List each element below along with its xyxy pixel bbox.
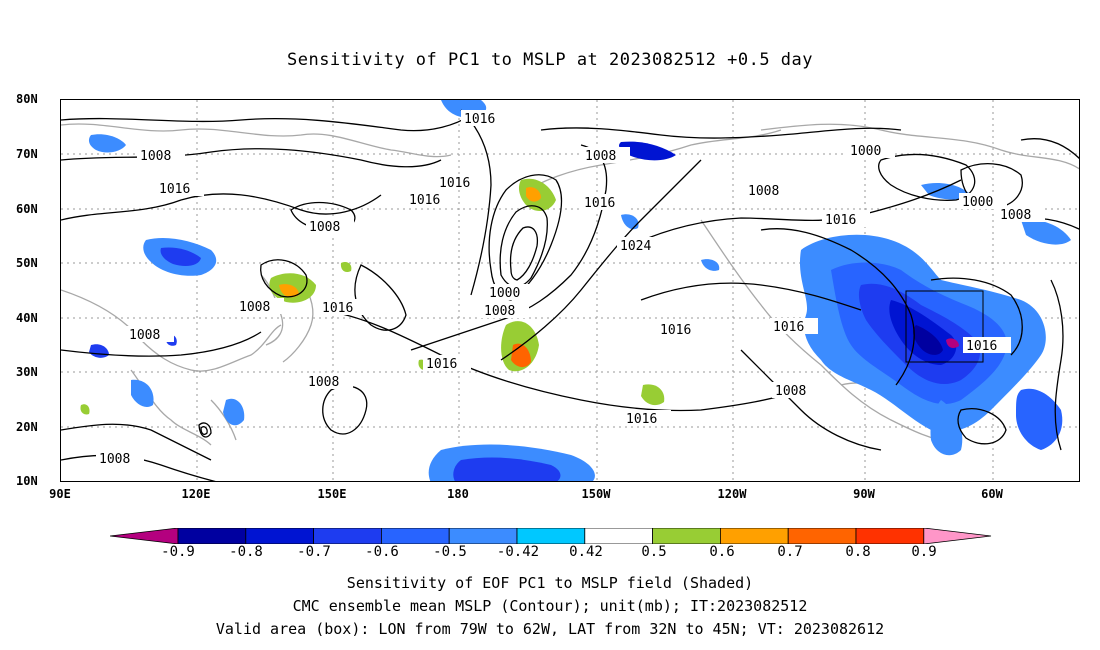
colorbar-swatch	[245, 528, 315, 544]
contour-labels: 1016 1008 1016 1016 1016 1008 1008 1016 …	[96, 110, 1045, 467]
lon-label-90e: 90E	[49, 487, 71, 501]
colorbar-label: -0.9	[161, 544, 195, 560]
contour-label: 1008	[1000, 208, 1031, 223]
lat-label-20n: 20N	[16, 420, 38, 434]
map-panel: 1016 1008 1016 1016 1016 1008 1008 1016 …	[60, 99, 1080, 482]
colorbar-swatch	[313, 528, 382, 544]
lat-label-70n: 70N	[16, 147, 38, 161]
colorbar-swatch	[516, 528, 586, 544]
colorbar-label: 0.7	[777, 544, 803, 560]
colorbar-swatch	[584, 528, 653, 544]
contour-label: 1008	[775, 384, 806, 399]
contour-label: 1016	[966, 339, 997, 354]
colorbar-swatch	[380, 528, 450, 544]
contour-label: 1008	[748, 184, 779, 199]
contour-label: 1008	[140, 149, 171, 164]
contour-label: 1008	[129, 328, 160, 343]
colorbar-swatch	[110, 528, 179, 544]
colorbar-swatch	[652, 528, 721, 544]
caption-contour: CMC ensemble mean MSLP (Contour); unit(m…	[292, 597, 808, 615]
contour-label: 1008	[484, 304, 515, 319]
map-canvas: 1016 1008 1016 1016 1016 1008 1008 1016 …	[61, 100, 1079, 481]
contour-label: 1016	[159, 182, 190, 197]
strong-negative-core	[946, 338, 959, 348]
colorbar-label: -0.5	[433, 544, 467, 560]
contour-label: 1016	[584, 196, 615, 211]
valid-area-box	[905, 290, 984, 363]
colorbar-swatch	[787, 528, 857, 544]
colorbar-label: -0.42	[496, 544, 540, 560]
contour-label: 1016	[464, 112, 495, 127]
contour-label: 1016	[773, 320, 804, 335]
negative-sensitivity-shading	[88, 100, 1071, 481]
graticule	[61, 100, 1079, 481]
contour-label: 1016	[409, 193, 440, 208]
colorbar-swatch	[448, 528, 518, 544]
contour-label: 1000	[962, 195, 993, 210]
lat-label-10n: 10N	[16, 474, 38, 488]
lat-label-40n: 40N	[16, 311, 38, 325]
colorbar-swatch	[177, 528, 247, 544]
contour-label: 1008	[309, 220, 340, 235]
colorbar-label: -0.8	[229, 544, 263, 560]
contour-label: 1016	[322, 301, 353, 316]
colorbar-swatch	[720, 528, 789, 544]
colorbar-swatch	[923, 528, 992, 544]
contour-label: 1016	[626, 412, 657, 427]
colorbar	[110, 528, 992, 544]
colorbar-label: 0.6	[709, 544, 735, 560]
lat-label-80n: 80N	[16, 92, 38, 106]
contour-label: 1016	[825, 213, 856, 228]
colorbar-label: -0.7	[297, 544, 331, 560]
contour-label: 1008	[585, 149, 616, 164]
lon-label-150e: 150E	[317, 487, 347, 501]
caption-shading: Sensitivity of EOF PC1 to MSLP field (Sh…	[346, 574, 754, 592]
lat-label-50n: 50N	[16, 256, 38, 270]
lat-label-30n: 30N	[16, 365, 38, 379]
contour-label: 1008	[239, 300, 270, 315]
colorbar-label: 0.9	[911, 544, 937, 560]
lon-label-120e: 120E	[181, 487, 211, 501]
pressure-contours	[61, 109, 1079, 481]
colorbar-label: 0.8	[845, 544, 871, 560]
contour-label: 1016	[439, 176, 470, 191]
colorbar-label: 0.42	[569, 544, 603, 560]
contour-label: 1016	[660, 323, 691, 338]
contour-label: 1000	[850, 144, 881, 159]
contour-label: 1016	[426, 357, 457, 372]
colorbar-label: -0.6	[365, 544, 399, 560]
contour-label: 1000	[489, 286, 520, 301]
lon-label-150w: 150W	[581, 487, 611, 501]
lon-label-90w: 90W	[853, 487, 875, 501]
colorbar-label: 0.5	[641, 544, 667, 560]
positive-sensitivity-shading	[80, 178, 665, 415]
lon-label-120w: 120W	[717, 487, 747, 501]
colorbar-swatch	[855, 528, 925, 544]
contour-label: 1008	[308, 375, 339, 390]
chart-title: Sensitivity of PC1 to MSLP at 2023082512…	[286, 50, 813, 70]
contour-label: 1008	[99, 452, 130, 467]
lat-label-60n: 60N	[16, 202, 38, 216]
lon-label-60w: 60W	[981, 487, 1003, 501]
caption-valid-area: Valid area (box): LON from 79W to 62W, L…	[215, 620, 885, 638]
contour-label: 1024	[620, 239, 651, 254]
lon-label-180: 180	[447, 487, 469, 501]
